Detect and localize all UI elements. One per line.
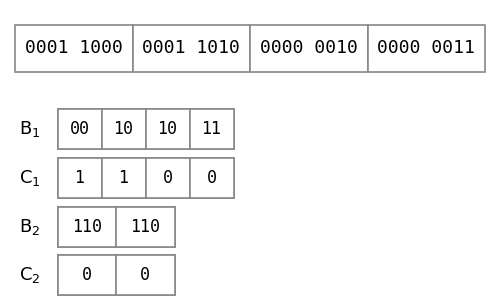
Text: 2: 2	[303, 0, 314, 1]
Text: 0: 0	[82, 266, 92, 284]
Text: 11: 11	[202, 120, 222, 138]
Text: 24: 24	[62, 0, 85, 1]
Bar	[102, 158, 146, 198]
Text: 0000 0011: 0000 0011	[378, 39, 475, 58]
Bar	[116, 207, 174, 247]
Bar	[116, 255, 174, 295]
Bar	[190, 158, 234, 198]
Text: 0001 1000: 0001 1000	[25, 39, 122, 58]
Text: C$_{1}$: C$_{1}$	[19, 168, 41, 188]
Text: 0: 0	[162, 169, 172, 187]
Bar	[58, 255, 116, 295]
Text: 1: 1	[118, 169, 128, 187]
Bar	[58, 255, 174, 295]
Bar	[190, 109, 234, 149]
Text: B$_{2}$: B$_{2}$	[20, 217, 40, 237]
Bar	[58, 158, 102, 198]
Text: 3: 3	[420, 0, 432, 1]
Text: 110: 110	[72, 218, 102, 236]
Text: B$_{1}$: B$_{1}$	[20, 119, 40, 139]
Bar	[58, 109, 234, 149]
Text: 0: 0	[206, 169, 216, 187]
Bar	[58, 207, 174, 247]
Bar	[15, 25, 132, 72]
Bar	[102, 109, 146, 149]
Bar	[146, 158, 190, 198]
Bar	[146, 109, 190, 149]
Text: 10: 10	[114, 120, 134, 138]
Text: 26: 26	[180, 0, 203, 1]
Bar	[250, 25, 368, 72]
Text: 0001 1010: 0001 1010	[142, 39, 240, 58]
Text: 10: 10	[158, 120, 178, 138]
Bar	[58, 158, 234, 198]
Text: 00: 00	[70, 120, 89, 138]
Text: C$_{2}$: C$_{2}$	[20, 265, 40, 285]
Bar	[58, 207, 116, 247]
Text: 0: 0	[140, 266, 150, 284]
Text: 0000 0010: 0000 0010	[260, 39, 358, 58]
Text: 1: 1	[74, 169, 85, 187]
Bar	[132, 25, 250, 72]
Bar	[58, 109, 102, 149]
Bar	[368, 25, 485, 72]
Text: 110: 110	[130, 218, 160, 236]
